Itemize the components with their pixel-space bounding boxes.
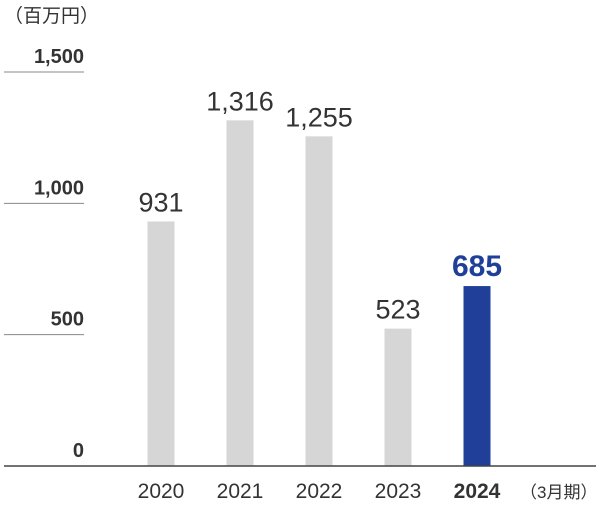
- bar-2021: [226, 120, 254, 467]
- x-tick-label-2020: 2020: [138, 480, 185, 503]
- y-tick-label: 1,500: [34, 46, 84, 68]
- value-label-2021: 1,316: [206, 86, 274, 116]
- value-label-2020: 931: [138, 187, 183, 217]
- value-label-2023: 523: [375, 295, 420, 325]
- value-label-2022: 1,255: [285, 102, 353, 132]
- y-unit-label: （百万円）: [4, 5, 99, 27]
- y-tick-label: 1,000: [34, 177, 84, 199]
- bar-2023: [384, 328, 412, 466]
- x-tick-label-2022: 2022: [296, 480, 343, 503]
- y-tick-label: 0: [73, 440, 84, 462]
- bar-2020: [147, 221, 175, 466]
- value-label-2024: 685: [452, 250, 502, 283]
- x-tick-label-2021: 2021: [217, 480, 264, 503]
- x-tick-label-2023: 2023: [375, 480, 422, 503]
- x-unit-label: （3月期）: [520, 483, 597, 502]
- x-tick-label-2024: 2024: [454, 480, 501, 503]
- bar-2022: [305, 136, 333, 466]
- y-tick-label: 500: [51, 309, 84, 331]
- bar-2024: [463, 286, 491, 466]
